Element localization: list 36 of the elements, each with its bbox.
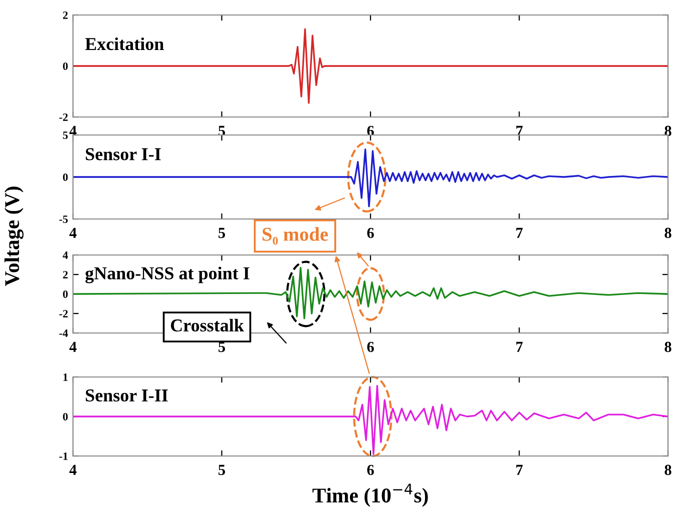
y-tick-label: -2 [59,310,68,318]
y-tick-label: -4 [59,330,68,337]
x-tick-label: 5 [218,342,226,352]
y-tick-label: -1 [59,452,68,460]
x-tick-label: 6 [367,464,374,476]
line-series [73,266,668,320]
text: gNano-NSS at point I [85,266,250,284]
x-tick-label: 6 [367,342,374,352]
y-tick-label: -5 [59,216,68,223]
x-tick-label: 8 [664,342,672,352]
x-tick-label: 7 [516,464,523,475]
x-axis-title: Time (10$^{−4}$s) [312,484,428,507]
y-tick-label: 0 [63,62,68,70]
y-tick-label: 4 [62,252,68,259]
y-tick-label: 1 [63,374,68,381]
x-tick-label: 7 [516,228,523,238]
y-tick-label: 2 [63,11,68,19]
x-tick-label: 8 [664,464,672,476]
y-axis-title: Voltage (V) [4,186,24,286]
y-tick-label: 0 [63,173,68,181]
x-tick-label: 5 [218,228,226,238]
y-tick-label: 2 [63,270,68,278]
annotation: Crosstalk [170,318,244,332]
y-tick-label: 0 [63,412,68,420]
line-series [73,28,668,104]
line-series [73,148,668,208]
text: Excitation [85,37,164,50]
text: Sensor I-II [86,389,168,402]
x-tick-label: 6 [367,228,374,238]
y-tick-label: 0 [63,290,68,298]
text: S₀ mode [262,227,328,245]
x-tick-label: 5 [218,464,226,476]
x-tick-label: 8 [664,228,672,238]
x-tick-label: 7 [516,342,523,352]
text: Sensor I-I [86,148,161,160]
y-tick-label: -2 [59,113,68,121]
